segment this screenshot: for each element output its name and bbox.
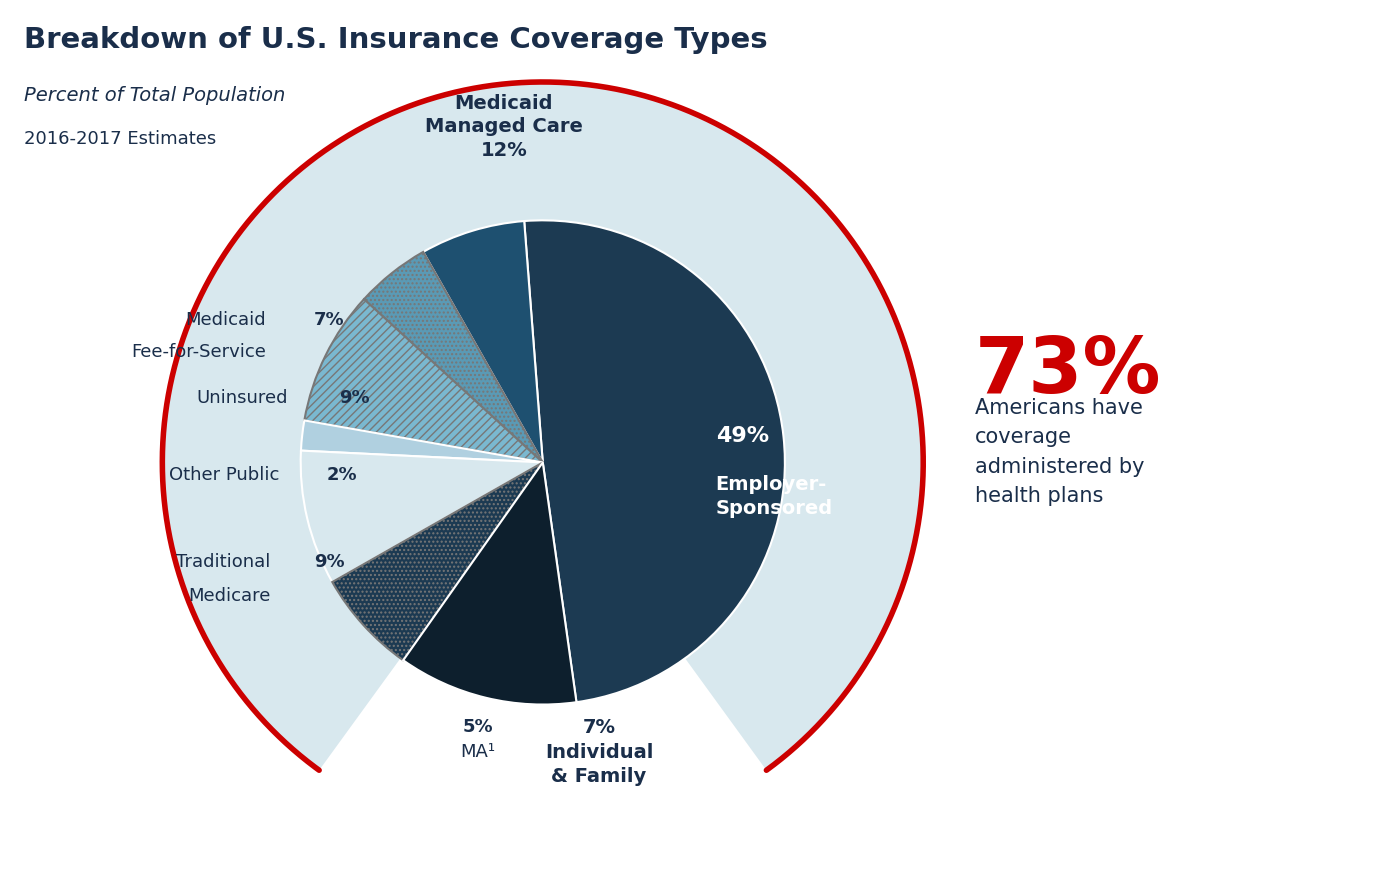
Text: Other Public: Other Public [168,466,279,485]
Text: 7%: 7% [314,311,344,329]
Wedge shape [403,463,577,705]
Text: 9%: 9% [340,388,370,407]
Text: Medicaid: Medicaid [185,311,266,329]
Text: 5%: 5% [462,718,493,736]
Text: Medicare: Medicare [188,588,270,606]
Text: Medicaid
Managed Care
12%: Medicaid Managed Care 12% [426,93,582,160]
Text: 2%: 2% [326,466,357,485]
Wedge shape [162,82,923,770]
Text: Traditional: Traditional [176,553,270,571]
Wedge shape [301,450,543,582]
Text: Percent of Total Population: Percent of Total Population [24,86,286,106]
Wedge shape [423,221,543,463]
Wedge shape [332,463,543,660]
Text: 9%: 9% [314,553,344,571]
Text: Individual
& Family: Individual & Family [545,744,654,786]
Text: Fee-for-Service: Fee-for-Service [132,343,266,361]
Wedge shape [304,299,543,463]
Wedge shape [364,252,543,463]
Wedge shape [524,220,785,702]
Text: 49%: 49% [715,427,769,446]
Text: Employer-
Sponsored: Employer- Sponsored [715,476,833,518]
Text: 2016-2017 Estimates: 2016-2017 Estimates [24,129,216,148]
Text: Breakdown of U.S. Insurance Coverage Types: Breakdown of U.S. Insurance Coverage Typ… [24,26,767,54]
Text: MA¹: MA¹ [461,744,496,761]
Text: Americans have
coverage
administered by
health plans: Americans have coverage administered by … [976,397,1145,506]
Text: 7%: 7% [582,718,616,737]
Wedge shape [301,421,543,463]
Text: Uninsured: Uninsured [196,388,287,407]
Text: 73%: 73% [976,333,1162,409]
